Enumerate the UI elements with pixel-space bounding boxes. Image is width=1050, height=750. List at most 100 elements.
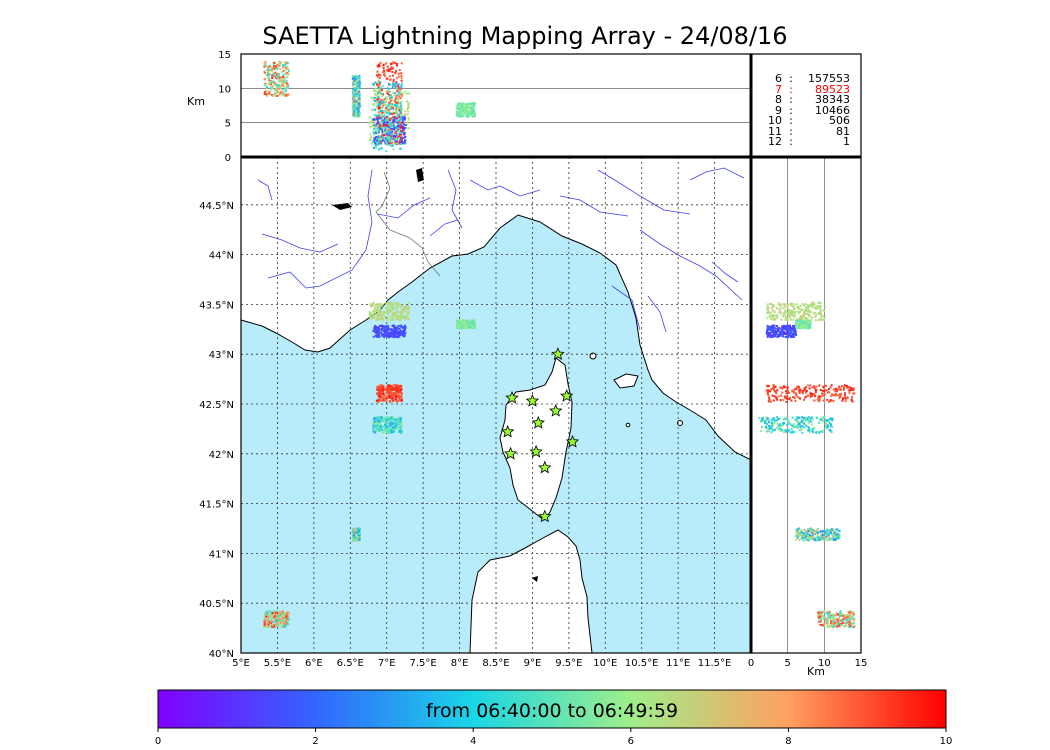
source-point [848,386,851,389]
source-point [848,611,851,614]
source-point [457,323,460,326]
source-point [408,302,411,305]
source-point [466,326,469,329]
source-point [404,124,407,127]
source-point [284,93,287,96]
source-point [283,65,286,68]
source-point [786,328,789,331]
source-point [402,317,405,320]
source-point [824,617,827,620]
source-point [285,616,288,619]
source-point [791,431,794,434]
source-point [376,127,379,130]
x-tick-label: 7°E [378,658,396,669]
source-point [817,536,820,539]
source-point [466,320,469,323]
source-point [764,421,767,424]
source-point [392,125,395,128]
source-point [817,397,820,400]
source-point [379,74,382,77]
source-point [397,72,400,75]
source-point [811,303,814,306]
source-point [286,619,289,622]
source-point [462,321,465,324]
source-point [399,132,402,135]
source-point [386,139,389,142]
source-point [398,384,401,387]
source-point [796,536,799,539]
source-point [804,529,807,532]
source-point [395,98,398,101]
source-point [796,322,799,325]
source-point [275,88,278,91]
source-point [459,109,462,112]
source-point [388,118,391,121]
source-point [275,82,278,85]
source-point [373,139,376,142]
source-point [779,310,782,313]
source-point [394,398,397,401]
source-point [374,311,377,314]
source-point [384,104,387,107]
source-point [268,90,271,93]
source-point [375,399,378,402]
source-point [384,138,387,141]
source-point [400,72,403,75]
source-point [403,325,406,328]
source-point [394,116,397,119]
source-point [472,115,475,118]
source-point [456,319,459,322]
source-point [808,315,811,318]
source-point [761,419,764,422]
source-point [378,429,381,432]
source-point [392,309,395,312]
source-point [460,327,463,330]
source-point [380,417,383,420]
source-point [828,615,831,618]
source-point [278,80,281,83]
source-point [795,394,798,397]
source-point [804,389,807,392]
source-point [372,418,375,421]
source-point [791,305,794,308]
source-point [456,112,459,115]
source-point [378,128,381,131]
source-point [845,618,848,621]
source-point [817,616,820,619]
source-point [390,144,393,147]
source-point [382,115,385,118]
source-point [264,613,267,616]
source-point [408,92,411,95]
source-point [767,430,770,433]
source-point [807,533,810,536]
source-point [804,303,807,306]
source-point [785,391,788,394]
source-point [772,429,775,432]
source-point [772,418,775,421]
source-point [377,65,380,68]
x-tick-label: 10°E [593,658,617,669]
source-point [381,117,384,120]
source-point [281,93,284,96]
source-point [399,107,402,110]
source-point [808,431,811,434]
source-point [461,102,464,105]
source-point [810,527,813,530]
source-point [783,327,786,330]
source-point [812,536,815,539]
source-point [389,78,392,81]
source-point [387,70,390,73]
source-point [287,618,290,621]
source-point [371,108,374,111]
source-point [806,310,809,313]
source-point [275,68,278,71]
source-point [378,139,381,142]
source-point [806,319,809,322]
source-point [392,318,395,321]
source-point [845,384,848,387]
source-point [793,303,796,306]
source-point [795,426,798,429]
source-point [374,142,377,145]
source-point [269,73,272,76]
source-point [786,387,789,390]
